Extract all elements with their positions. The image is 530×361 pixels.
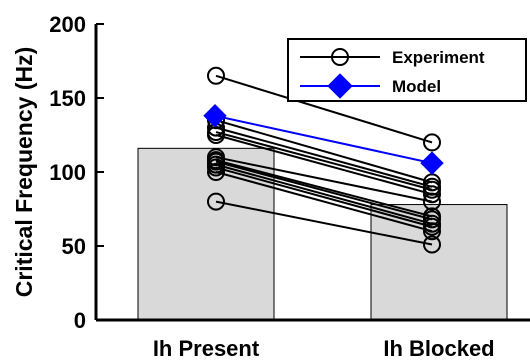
experiment-marker [423,210,441,229]
legend: Experiment Model [287,38,527,102]
experiment-marker [423,185,441,204]
x-tick-label: Ih Blocked [383,336,494,361]
y-tick-label: 100 [49,160,86,185]
legend-model-label: Model [392,77,441,96]
experiment-marker [207,158,225,177]
x-ticks: Ih Present Ih Blocked [153,336,495,361]
experiment-line-7 [215,160,433,221]
experiment-line-0 [215,74,433,144]
experiment-marker [207,126,225,144]
experiment-marker [423,133,441,152]
experiment-line-6 [215,159,433,218]
y-tick-label: 0 [74,308,86,333]
experiment-line-2 [215,126,433,188]
experiment-marker [207,192,225,211]
experiment-line-4 [215,134,433,196]
x-tick-label: Ih Present [153,336,260,361]
y-axis-title: Critical Frequency (Hz) [11,47,37,298]
experiment-marker [207,66,225,85]
model-marker [420,151,444,175]
experiment-marker [423,235,441,254]
y-tick-label: 200 [49,12,86,37]
experiment-marker [423,192,441,211]
series-layer [203,66,444,254]
experiment-line-5 [215,156,433,203]
legend-experiment-marker [331,48,349,66]
legend-experiment-label: Experiment [392,48,485,67]
legend-box [287,38,527,102]
model-marker [203,104,227,128]
experiment-line-11 [215,200,433,246]
experiment-line-9 [215,166,433,228]
experiment-line-3 [215,131,433,191]
model-line-0 [214,114,433,165]
y-ticks: 0 50 100 150 200 [49,12,104,333]
experiment-line-8 [215,163,433,225]
experiment-marker [423,180,441,199]
bar-layer [137,147,508,321]
experiment-marker [423,217,441,236]
experiment-marker [207,163,225,181]
experiment-line-1 [215,119,433,184]
y-tick-label: 50 [62,234,86,259]
legend-model-marker [327,73,353,99]
experiment-marker [423,222,441,241]
experiment-line-10 [215,171,433,233]
y-tick-label: 150 [49,86,86,111]
